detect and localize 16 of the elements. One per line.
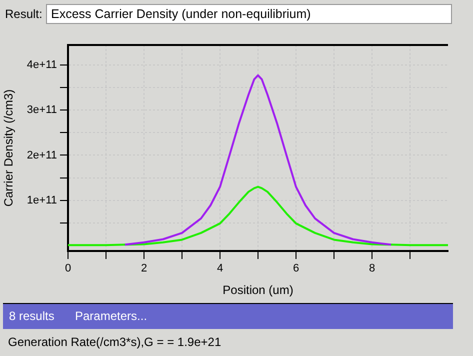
x-tick-label: 6 (292, 262, 300, 275)
text: Result: (5, 7, 42, 21)
y-tick-label: 2e+11 (26, 149, 57, 162)
text: Generation Rate(/cm3*s),G = = 1.9e+21 (8, 335, 222, 349)
x-tick-label: 4 (216, 262, 224, 275)
chart-title: Excess Carrier Density (under non-equilibrium) (46, 4, 452, 24)
x-tick-label: 8 (368, 262, 376, 275)
text: Parameters... (75, 309, 148, 323)
x-tick-label: 2 (140, 262, 148, 275)
y-axis-title: Carrier Density (/cm3) (2, 89, 16, 207)
x-tick-label: 0 (64, 262, 72, 275)
text: 8 results (9, 309, 54, 323)
y-tick-label: 4e+11 (26, 58, 57, 71)
y-tick-label: 1e+11 (26, 194, 57, 206)
x-axis-title: Position (um) (222, 283, 294, 298)
y-tick-label: 3e+11 (26, 104, 57, 116)
